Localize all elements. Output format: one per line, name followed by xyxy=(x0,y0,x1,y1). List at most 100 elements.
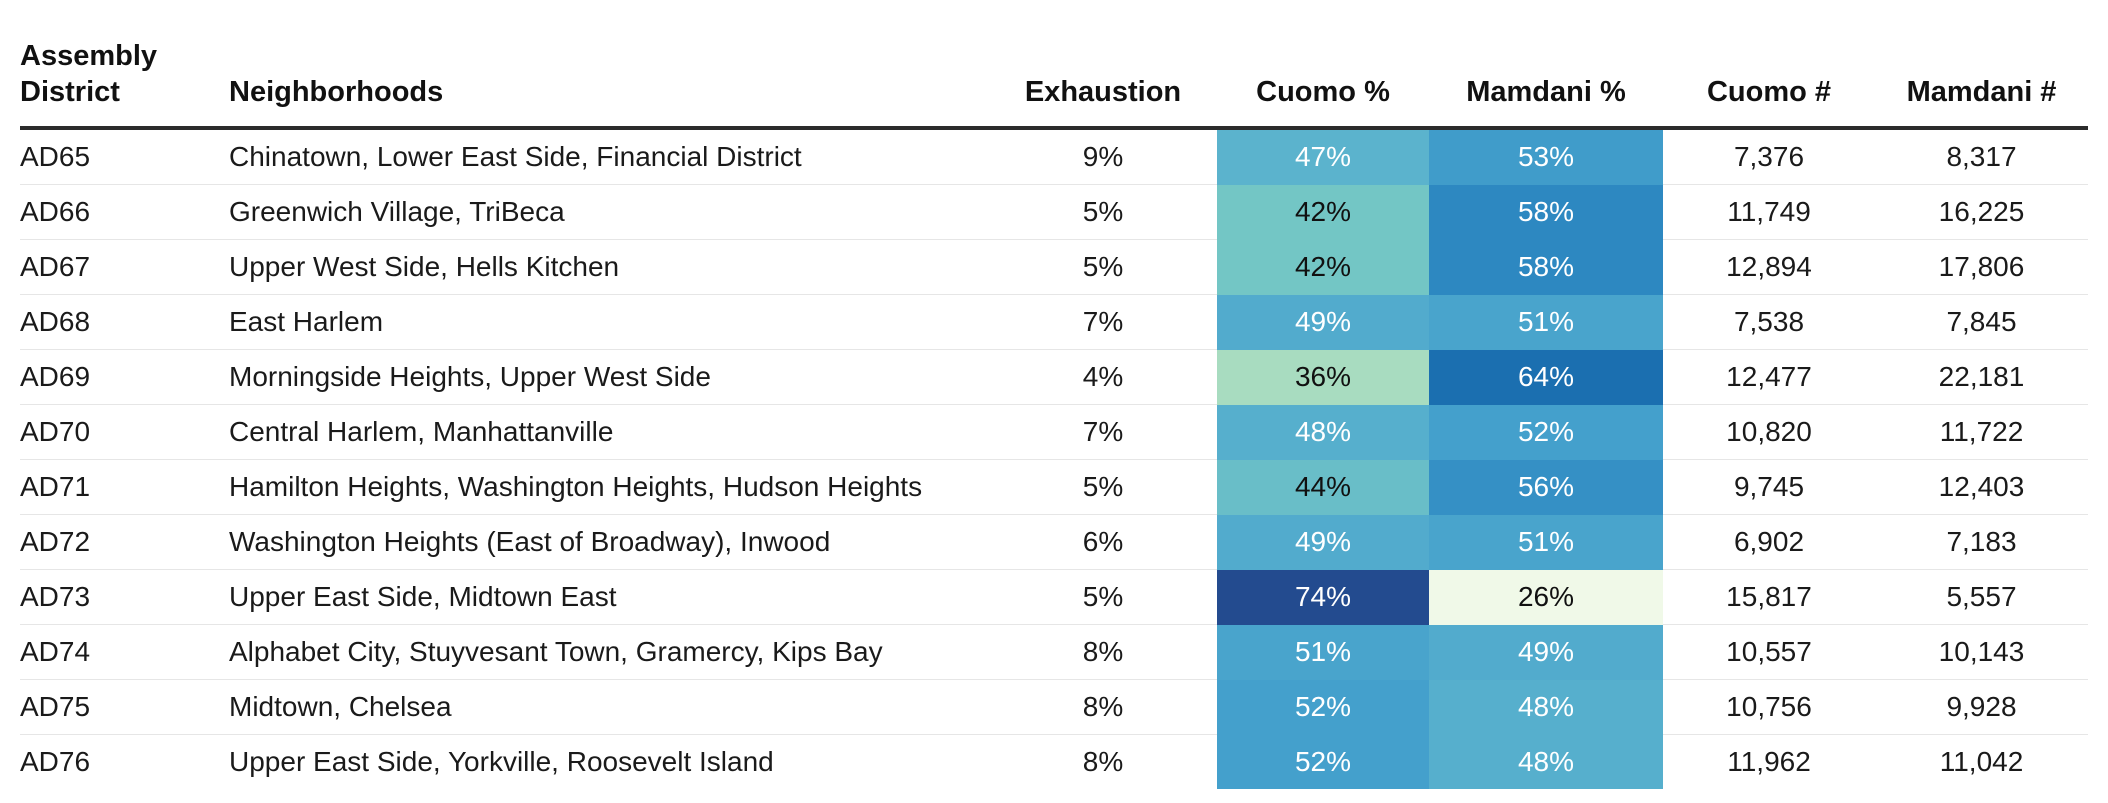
header-row: Assembly District Neighborhoods Exhausti… xyxy=(20,38,2088,130)
cell-mamdani-pct: 64% xyxy=(1429,349,1663,405)
cell-exhaustion: 8% xyxy=(1082,746,1124,777)
cell-cuomo-pct: 49% xyxy=(1217,294,1429,350)
column-header-neighborhoods: Neighborhoods xyxy=(229,38,989,130)
cell-district: AD70 xyxy=(20,404,229,460)
cell-cuomo-num: 10,557 xyxy=(1663,624,1875,680)
table-row: AD65 Chinatown, Lower East Side, Financia… xyxy=(20,128,2088,185)
cell-district: AD72 xyxy=(20,514,229,570)
cell-district: AD67 xyxy=(20,239,229,295)
cell-mamdani-num: 11,042 xyxy=(1939,746,2024,777)
cell-mamdani-num: 9,928 xyxy=(1875,679,2088,735)
cell-mamdani-num: 10,143 xyxy=(1875,624,2088,680)
cell-mamdani-num: 17,806 xyxy=(1875,239,2088,295)
cell-exhaustion: 6% xyxy=(989,514,1217,570)
table-row: AD67 Upper West Side, Hells Kitchen 5% 42% 5… xyxy=(20,239,2088,295)
cell-mamdani-num: 8,317 xyxy=(1875,128,2088,185)
cell-cuomo-num: 11,749 xyxy=(1663,184,1875,240)
cell-exhaustion: 4% xyxy=(989,349,1217,405)
cell-exhaustion: 8% xyxy=(989,624,1217,680)
cell-mamdani-num: 22,181 xyxy=(1875,349,2088,405)
table-row: AD73 Upper East Side, Midtown East 5% 74% 26… xyxy=(20,569,2088,625)
cell-district: AD76 xyxy=(20,746,91,777)
table-body: AD65 Chinatown, Lower East Side, Financia… xyxy=(20,128,2088,789)
cell-exhaustion: 5% xyxy=(989,569,1217,625)
cell-neighborhoods: Hamilton Heights, Washington Heights, Hu… xyxy=(229,459,989,515)
cell-mamdani-pct: 49% xyxy=(1429,624,1663,680)
cell-neighborhoods: East Harlem xyxy=(229,294,989,350)
cell-cuomo-num: 10,756 xyxy=(1663,679,1875,735)
cell-cuomo-num: 6,902 xyxy=(1663,514,1875,570)
column-header-district: Assembly District xyxy=(20,38,229,130)
table-row: AD71 Hamilton Heights, Washington Heights… xyxy=(20,459,2088,515)
cell-neighborhoods: Morningside Heights, Upper West Side xyxy=(229,349,989,405)
cell-mamdani-pct: 51% xyxy=(1429,514,1663,570)
column-header-district-line1: Assembly xyxy=(20,40,158,72)
table-row: AD69 Morningside Heights, Upper West Side… xyxy=(20,349,2088,405)
results-table-container: Assembly District Neighborhoods Exhausti… xyxy=(20,38,2088,789)
cell-neighborhoods: Washington Heights (East of Broadway), I… xyxy=(229,514,989,570)
cell-cuomo-num: 7,538 xyxy=(1663,294,1875,350)
cell-neighborhoods: Upper East Side, Midtown East xyxy=(229,569,989,625)
cell-mamdani-num: 11,722 xyxy=(1875,404,2088,460)
column-header-cuomo-pct: Cuomo % xyxy=(1217,38,1429,130)
cell-mamdani-pct: 58% xyxy=(1429,239,1663,295)
table-row: AD70 Central Harlem, Manhattanville 7% 48% 5… xyxy=(20,404,2088,460)
cell-district: AD71 xyxy=(20,459,229,515)
cell-exhaustion: 5% xyxy=(989,239,1217,295)
cell-neighborhoods: Upper East Side, Yorkville, Roosevelt Is… xyxy=(229,746,774,777)
cell-mamdani-num: 5,557 xyxy=(1875,569,2088,625)
cell-mamdani-pct: 52% xyxy=(1429,404,1663,460)
cell-mamdani-pct: 53% xyxy=(1429,128,1663,185)
cell-cuomo-pct: 48% xyxy=(1217,404,1429,460)
cell-district: AD65 xyxy=(20,128,229,185)
cell-neighborhoods: Greenwich Village, TriBeca xyxy=(229,184,989,240)
cell-cuomo-pct: 74% xyxy=(1217,569,1429,625)
table-row: AD75 Midtown, Chelsea 8% 52% 48% 10,756 9,928 xyxy=(20,679,2088,735)
cell-cuomo-pct: 51% xyxy=(1217,624,1429,680)
column-header-cuomo-num: Cuomo # xyxy=(1663,38,1875,130)
cell-cuomo-pct: 42% xyxy=(1217,239,1429,295)
cell-neighborhoods: Chinatown, Lower East Side, Financial Di… xyxy=(229,128,989,185)
cell-neighborhoods: Alphabet City, Stuyvesant Town, Gramercy… xyxy=(229,624,989,680)
cell-cuomo-num: 7,376 xyxy=(1663,128,1875,185)
cell-neighborhoods: Midtown, Chelsea xyxy=(229,679,989,735)
cell-cuomo-pct: 42% xyxy=(1217,184,1429,240)
cell-district: AD66 xyxy=(20,184,229,240)
cell-district: AD69 xyxy=(20,349,229,405)
cell-mamdani-pct: 48% xyxy=(1429,734,1663,789)
cell-mamdani-pct: 58% xyxy=(1429,184,1663,240)
cell-cuomo-num: 10,820 xyxy=(1663,404,1875,460)
cell-district: AD75 xyxy=(20,679,229,735)
cell-district: AD68 xyxy=(20,294,229,350)
cell-exhaustion: 8% xyxy=(989,679,1217,735)
column-header-district-line2: District xyxy=(20,76,120,108)
cell-cuomo-num: 9,745 xyxy=(1663,459,1875,515)
table-row: AD66 Greenwich Village, TriBeca 5% 42% 58% 11… xyxy=(20,184,2088,240)
cell-neighborhoods: Upper West Side, Hells Kitchen xyxy=(229,239,989,295)
cell-mamdani-pct: 48% xyxy=(1429,679,1663,735)
cell-cuomo-pct: 49% xyxy=(1217,514,1429,570)
column-header-mamdani-num: Mamdani # xyxy=(1875,38,2088,130)
cell-cuomo-num: 15,817 xyxy=(1663,569,1875,625)
cell-cuomo-pct: 36% xyxy=(1217,349,1429,405)
cell-cuomo-num: 12,477 xyxy=(1663,349,1875,405)
column-header-mamdani-pct: Mamdani % xyxy=(1429,38,1663,130)
table-row: AD74 Alphabet City, Stuyvesant Town, Gram… xyxy=(20,624,2088,680)
cell-exhaustion: 7% xyxy=(989,404,1217,460)
results-table: Assembly District Neighborhoods Exhausti… xyxy=(20,38,2088,789)
cell-exhaustion: 9% xyxy=(989,128,1217,185)
cell-mamdani-num: 16,225 xyxy=(1875,184,2088,240)
cell-cuomo-pct: 52% xyxy=(1217,734,1429,789)
cell-mamdani-num: 7,845 xyxy=(1875,294,2088,350)
cell-mamdani-num: 7,183 xyxy=(1875,514,2088,570)
table-row: AD68 East Harlem 7% 49% 51% 7,538 7,845 xyxy=(20,294,2088,350)
cell-district: AD74 xyxy=(20,624,229,680)
cell-mamdani-num: 12,403 xyxy=(1875,459,2088,515)
cell-cuomo-pct: 44% xyxy=(1217,459,1429,515)
cell-cuomo-pct: 47% xyxy=(1217,128,1429,185)
cell-mamdani-pct: 51% xyxy=(1429,294,1663,350)
cell-mamdani-pct: 56% xyxy=(1429,459,1663,515)
cell-district: AD73 xyxy=(20,569,229,625)
cell-exhaustion: 5% xyxy=(989,184,1217,240)
cell-cuomo-pct: 52% xyxy=(1217,679,1429,735)
